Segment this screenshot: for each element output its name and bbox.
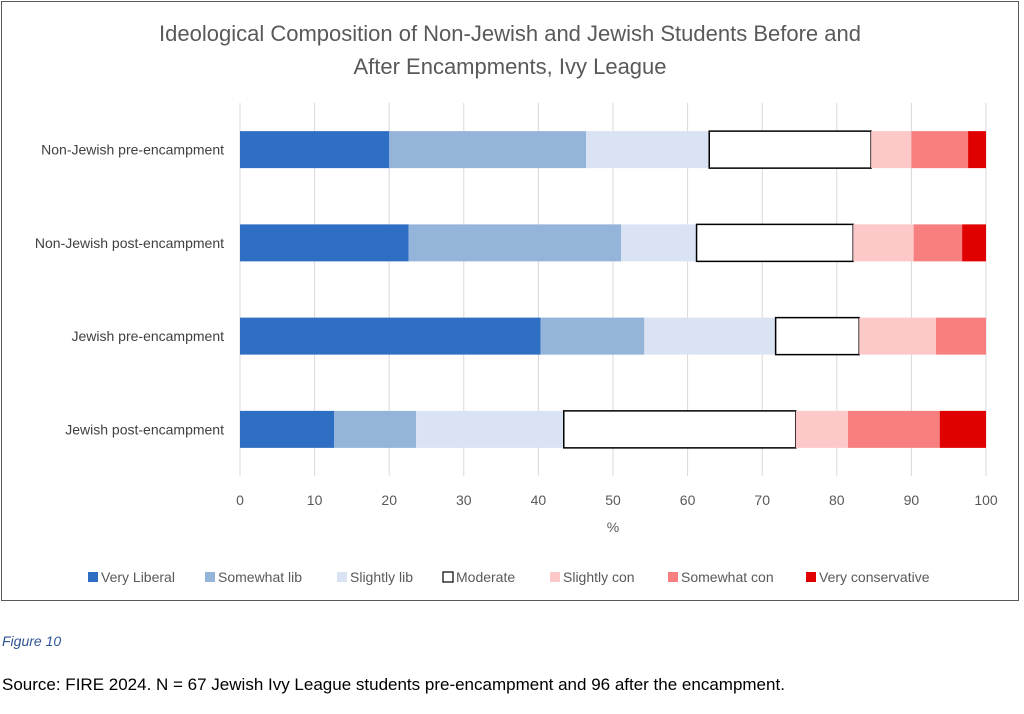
legend-label: Moderate [456, 569, 515, 585]
x-axis-label: % [607, 519, 619, 535]
bar-segment [695, 223, 854, 263]
category-label: Jewish post-encampment [65, 421, 224, 437]
x-tick-label: 80 [829, 492, 845, 508]
bar-segment [240, 317, 541, 355]
bar-segment [240, 410, 334, 448]
bar-segment [871, 131, 912, 169]
legend-label: Slightly lib [350, 569, 413, 585]
legend-label: Very Liberal [101, 569, 175, 585]
category-label: Non-Jewish post-encampment [35, 235, 224, 251]
chart-title: Ideological Composition of Non-Jewish an… [159, 21, 861, 46]
legend-swatch [337, 572, 347, 582]
bar-segment [911, 131, 969, 169]
bar-segment [644, 317, 776, 355]
bar-segment [563, 410, 797, 449]
bar-segment [621, 224, 697, 262]
bar-segment [708, 130, 872, 169]
bar-segment [968, 131, 986, 169]
legend-swatch [806, 572, 816, 582]
legend-label: Somewhat con [681, 569, 774, 585]
legend-swatch [550, 572, 560, 582]
bar-segment [936, 317, 986, 355]
category-label: Non-Jewish pre-encampment [41, 142, 224, 158]
bar-segment [913, 224, 963, 262]
bar-segment [586, 131, 710, 169]
x-tick-label: 100 [974, 492, 998, 508]
bar-segment [859, 317, 937, 355]
x-tick-label: 50 [605, 492, 621, 508]
source-note: Source: FIRE 2024. N = 67 Jewish Ivy Lea… [2, 675, 785, 694]
x-tick-label: 70 [754, 492, 770, 508]
bar-segment [240, 131, 390, 169]
x-tick-label: 40 [531, 492, 547, 508]
bar-segment [240, 224, 409, 262]
legend-label: Very conservative [819, 569, 930, 585]
x-tick-label: 0 [236, 492, 244, 508]
legend-swatch [205, 572, 215, 582]
legend-swatch [668, 572, 678, 582]
chart-frame: Ideological Composition of Non-Jewish an… [1, 1, 1019, 601]
bar-segment [408, 224, 622, 262]
legend-label: Somewhat lib [218, 569, 302, 585]
stacked-bar-chart: Ideological Composition of Non-Jewish an… [35, 21, 998, 585]
figure-caption: Figure 10 [2, 633, 62, 649]
x-tick-label: 30 [456, 492, 472, 508]
chart-title: After Encampments, Ivy League [353, 54, 666, 79]
bar-segment [540, 317, 645, 355]
category-label: Jewish pre-encampment [71, 328, 224, 344]
bar-segment [847, 410, 940, 448]
bar-segment [333, 410, 417, 448]
bar-segment [389, 131, 587, 169]
bar-segment [416, 410, 564, 448]
x-tick-label: 60 [680, 492, 696, 508]
bar-segment [795, 410, 848, 448]
legend-label: Slightly con [563, 569, 635, 585]
legend-swatch [442, 571, 454, 583]
x-tick-label: 90 [904, 492, 920, 508]
bar-segment [774, 316, 860, 356]
bar-segment [962, 224, 986, 262]
x-tick-label: 10 [307, 492, 323, 508]
bar-segment [853, 224, 914, 262]
legend-swatch [88, 572, 98, 582]
x-tick-label: 20 [381, 492, 397, 508]
bar-segment [939, 410, 986, 448]
